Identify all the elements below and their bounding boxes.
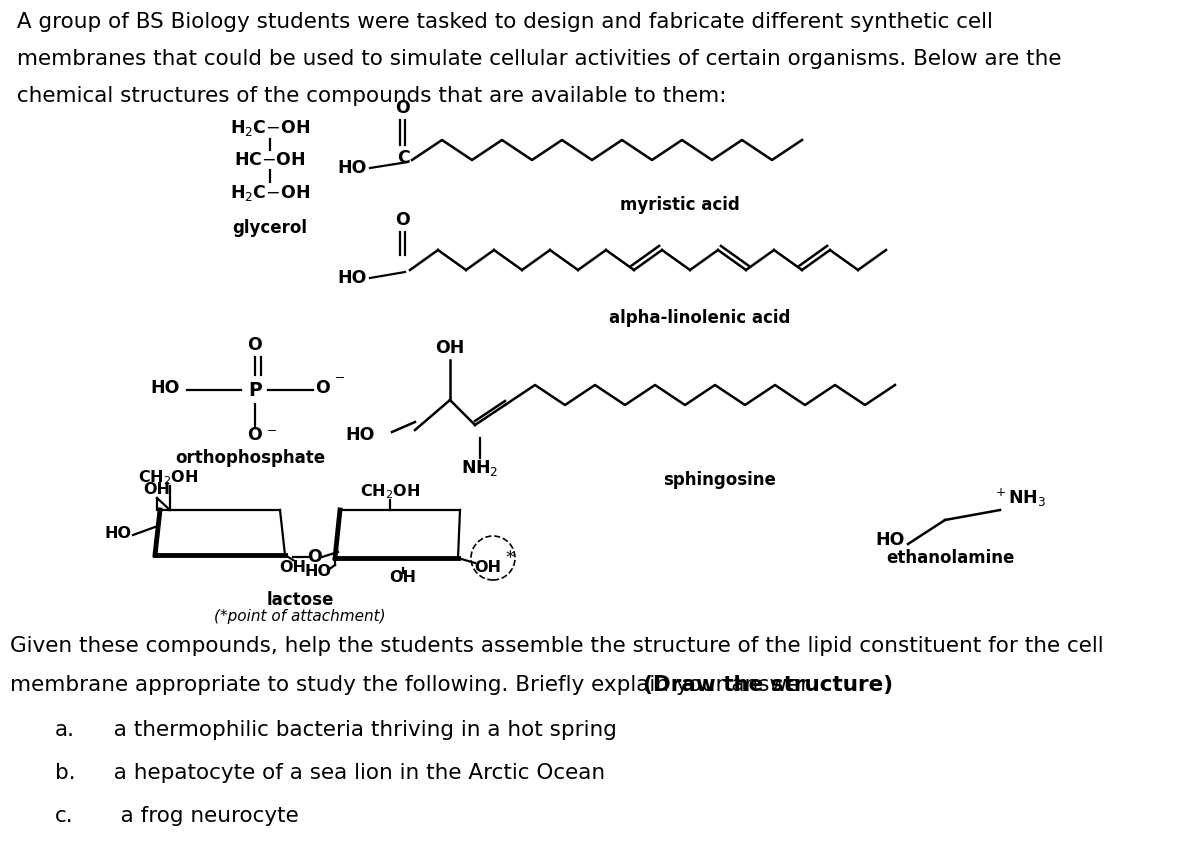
Text: a hepatocyte of a sea lion in the Arctic Ocean: a hepatocyte of a sea lion in the Arctic… [100,763,605,783]
Text: O: O [247,336,263,354]
Text: c.: c. [55,806,73,826]
Text: O: O [316,379,330,397]
Text: myristic acid: myristic acid [620,196,740,214]
Text: O: O [395,99,409,117]
Text: HO: HO [875,531,905,549]
Text: CH$_2$OH: CH$_2$OH [138,469,198,488]
Text: OH: OH [144,482,170,497]
Text: Given these compounds, help the students assemble the structure of the lipid con: Given these compounds, help the students… [10,636,1104,656]
Text: HO: HO [337,159,367,177]
Text: C: C [397,149,409,167]
Text: CH$_2$OH: CH$_2$OH [360,482,420,501]
Text: OH: OH [390,570,416,586]
Text: chemical structures of the compounds that are available to them:: chemical structures of the compounds tha… [10,86,726,106]
Text: O: O [395,211,409,229]
Text: a frog neurocyte: a frog neurocyte [100,806,299,826]
Text: OH: OH [474,560,502,574]
Text: OH: OH [436,339,464,357]
Text: OH: OH [280,561,306,575]
Text: *: * [505,549,515,567]
Text: sphingosine: sphingosine [664,471,776,489]
Text: membranes that could be used to simulate cellular activities of certain organism: membranes that could be used to simulate… [10,49,1062,69]
Text: orthophosphate: orthophosphate [175,449,325,467]
Text: HO: HO [346,426,374,444]
Text: glycerol: glycerol [233,219,307,237]
Text: a thermophilic bacteria thriving in a hot spring: a thermophilic bacteria thriving in a ho… [100,720,617,740]
Text: O: O [247,426,263,444]
Text: $^-$: $^-$ [264,426,277,444]
Text: (*point of attachment): (*point of attachment) [214,610,386,624]
Text: membrane appropriate to study the following. Briefly explain your answer.: membrane appropriate to study the follow… [10,675,821,695]
Text: O: O [307,548,323,566]
Text: HO: HO [337,269,367,287]
Text: $^+$NH$_3$: $^+$NH$_3$ [994,487,1046,509]
Text: a.: a. [55,720,74,740]
Text: A group of BS Biology students were tasked to design and fabricate different syn: A group of BS Biology students were task… [10,12,992,32]
Text: HO: HO [305,564,331,580]
Text: NH$_2$: NH$_2$ [461,458,499,478]
Text: b.: b. [55,763,76,783]
Text: (Draw the structure): (Draw the structure) [643,675,893,695]
Text: H$_2$C$-$OH: H$_2$C$-$OH [230,183,310,203]
Text: ethanolamine: ethanolamine [886,549,1014,567]
Text: alpha-linolenic acid: alpha-linolenic acid [610,309,791,327]
Text: H$_2$C$-$OH: H$_2$C$-$OH [230,118,310,138]
Text: HC$-$OH: HC$-$OH [234,151,306,169]
Text: $^-$: $^-$ [332,373,346,391]
Text: HO: HO [150,379,180,397]
Text: lactose: lactose [266,591,334,609]
Text: P: P [248,380,262,400]
Text: HO: HO [104,525,132,540]
